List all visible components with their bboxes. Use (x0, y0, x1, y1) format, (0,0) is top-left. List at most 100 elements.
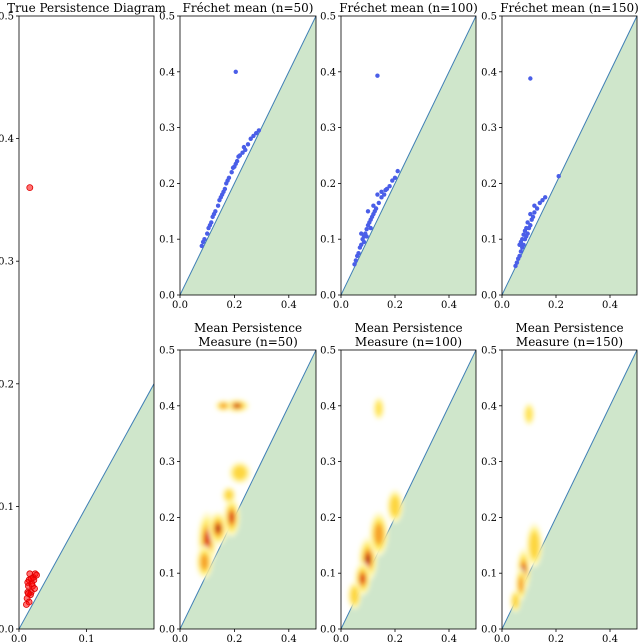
data-point (532, 203, 537, 208)
density-blob (512, 594, 519, 608)
data-point (532, 210, 537, 215)
diagonal-line (19, 383, 154, 629)
data-point (209, 220, 214, 225)
y-tick-label: 0.3 (481, 457, 497, 468)
data-point (359, 242, 364, 247)
panel-title: Mean Persistence (194, 321, 302, 335)
plot-area (502, 16, 637, 295)
panel-mpm100: 0.0 0.2 0.4 0.0 0.1 0.2 0.3 0.4 0.5 Mean Persiste… (320, 321, 477, 644)
density-blob (235, 404, 239, 407)
y-tick-label: 0.4 (0, 134, 14, 145)
data-point (31, 585, 38, 592)
diagonal-line (341, 16, 476, 295)
y-tick-label: 0.1 (481, 235, 497, 246)
plot-area (341, 350, 476, 629)
data-point (23, 601, 30, 608)
x-tick-label: 0.0 (172, 634, 188, 644)
axes-frame (501, 349, 638, 630)
density-blob (529, 531, 540, 559)
data-point (27, 575, 35, 583)
y-tick-label: 0.4 (159, 401, 175, 412)
axes-frame (179, 349, 317, 630)
panel-frechet50: 0.0 0.2 0.4 0.0 0.1 0.2 0.3 0.4 0.5 Fréchet mean … (159, 1, 317, 311)
x-tick-label: 0.4 (441, 300, 457, 311)
axes-frame (340, 15, 477, 296)
y-tick-label: 0.5 (159, 346, 175, 357)
axes-frame (340, 349, 477, 630)
data-point (241, 144, 247, 150)
data-point (245, 142, 251, 147)
density-blob (360, 573, 366, 584)
data-point (364, 226, 369, 232)
plot-area (341, 16, 476, 295)
data-point (376, 200, 381, 206)
data-point (368, 225, 373, 231)
y-tick-label: 0.2 (320, 179, 336, 190)
x-tick-label: 0.0 (11, 634, 27, 644)
x-tick-label: 0.2 (387, 300, 403, 311)
density-blob (374, 524, 384, 545)
x-tick-label: 0.4 (602, 634, 618, 644)
data-point (528, 76, 533, 81)
panel-title: Mean Persistence (515, 321, 623, 335)
data-point (514, 260, 520, 265)
data-point (234, 158, 240, 164)
y-tick-label: 0.2 (481, 513, 497, 524)
y-tick-label: 0.1 (320, 569, 336, 580)
diagonal-line (180, 350, 316, 629)
y-tick-label: 0.3 (481, 123, 497, 134)
density-blob (200, 554, 209, 570)
plot-area (180, 350, 316, 629)
y-tick-label: 0.0 (159, 625, 175, 636)
y-tick-label: 0.0 (481, 291, 497, 302)
data-point (521, 232, 526, 237)
data-point (525, 231, 530, 236)
diagonal-line (502, 16, 637, 295)
y-tick-label: 0.2 (159, 513, 175, 524)
data-point (392, 175, 398, 181)
density-blob (366, 555, 370, 563)
data-point (517, 253, 522, 259)
diagonal-line (180, 16, 316, 295)
x-tick-label: 0.4 (441, 634, 457, 644)
data-point (518, 249, 524, 254)
panel-title: Fréchet mean (n=50) (183, 1, 314, 15)
panel-title: Mean Persistence (354, 321, 462, 335)
data-point (233, 69, 238, 75)
y-tick-label: 0.5 (0, 12, 14, 23)
density-blob (224, 490, 234, 501)
data-point (211, 211, 217, 217)
y-tick-label: 0.4 (481, 67, 497, 78)
panel-title: Fréchet mean (n=100) (339, 1, 478, 15)
y-tick-label: 0.5 (320, 12, 336, 23)
data-point (543, 195, 548, 200)
data-point (537, 200, 542, 206)
panel-title: Measure (n=50) (198, 335, 298, 349)
data-point (353, 258, 359, 263)
x-tick-label: 0.0 (494, 634, 510, 644)
data-point (387, 183, 392, 189)
data-point (248, 136, 253, 141)
y-tick-label: 0.5 (481, 12, 497, 23)
data-point (379, 195, 384, 200)
y-tick-label: 0.3 (0, 257, 14, 268)
data-point (240, 150, 245, 155)
data-point (229, 170, 234, 175)
y-tick-label: 0.0 (320, 625, 336, 636)
x-tick-label: 0.2 (226, 634, 242, 644)
y-tick-label: 0.3 (320, 123, 336, 134)
y-tick-label: 0.2 (320, 513, 336, 524)
y-tick-label: 0.1 (320, 235, 336, 246)
data-point (375, 192, 380, 197)
data-point (528, 223, 533, 228)
axes-frame (179, 15, 317, 296)
data-point (534, 206, 540, 211)
x-tick-label: 0.1 (79, 634, 95, 644)
density-blob (350, 587, 359, 604)
data-point (364, 234, 369, 239)
y-tick-label: 0.1 (159, 235, 175, 246)
y-tick-label: 0.4 (320, 401, 336, 412)
